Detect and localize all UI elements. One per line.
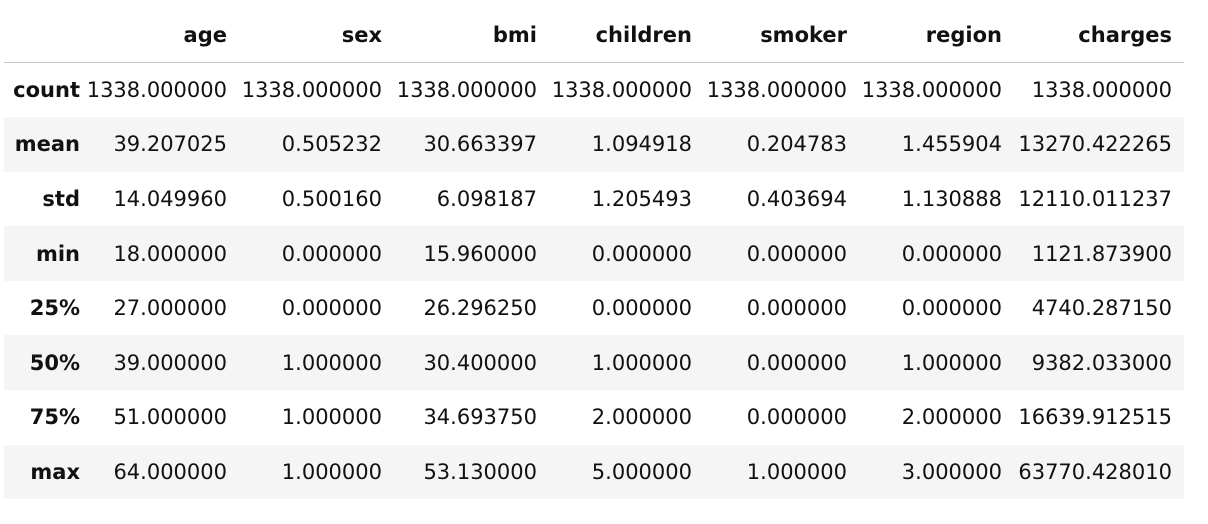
- row-index-label: 25%: [29, 296, 80, 321]
- table-cell: 1338.000000: [1031, 78, 1172, 103]
- row-index-label: 75%: [29, 405, 80, 430]
- table-cell: 9382.033000: [1031, 350, 1172, 375]
- header-region: region: [859, 8, 1014, 63]
- table-cell: 1.000000: [901, 350, 1002, 375]
- table-cell: 1121.873900: [1031, 241, 1172, 266]
- table-cell: 39.000000: [113, 350, 227, 375]
- table-cell: 0.000000: [591, 241, 692, 266]
- header-sex: sex: [239, 8, 394, 63]
- header-age: age: [84, 8, 239, 63]
- table-cell: 1.094918: [591, 132, 692, 157]
- table-cell: 0.000000: [746, 350, 847, 375]
- table-cell: 1338.000000: [861, 78, 1002, 103]
- table-body: count 1338.000000 1338.000000 1338.00000…: [4, 63, 1184, 500]
- table-cell: 1338.000000: [396, 78, 537, 103]
- table-row: max 64.000000 1.000000 53.130000 5.00000…: [4, 444, 1184, 500]
- row-index-label: max: [30, 459, 80, 484]
- table-row: std 14.049960 0.500160 6.098187 1.205493…: [4, 172, 1184, 227]
- table-cell: 51.000000: [113, 405, 227, 430]
- table-cell: 1.000000: [281, 459, 382, 484]
- table-cell: 1.455904: [901, 132, 1002, 157]
- header-charges: charges: [1014, 8, 1184, 63]
- table-cell: 13270.422265: [1018, 132, 1172, 157]
- table-row: mean 39.207025 0.505232 30.663397 1.0949…: [4, 117, 1184, 172]
- table-cell: 39.207025: [113, 132, 227, 157]
- table-row: 50% 39.000000 1.000000 30.400000 1.00000…: [4, 335, 1184, 391]
- table-cell: 0.500160: [281, 186, 382, 211]
- table-cell: 1.205493: [591, 186, 692, 211]
- table-cell: 2.000000: [591, 405, 692, 430]
- table-cell: 5.000000: [591, 459, 692, 484]
- table-cell: 0.000000: [591, 296, 692, 321]
- table-cell: 1338.000000: [241, 78, 382, 103]
- table-cell: 34.693750: [423, 405, 537, 430]
- table-cell: 1338.000000: [551, 78, 692, 103]
- table-cell: 0.204783: [746, 132, 847, 157]
- table-cell: 0.000000: [746, 405, 847, 430]
- table-cell: 0.000000: [746, 241, 847, 266]
- row-index-label: 50%: [29, 350, 80, 375]
- table-cell: 18.000000: [113, 241, 227, 266]
- table-header: age sex bmi children smoker region charg…: [4, 8, 1184, 63]
- row-index-label: std: [42, 186, 80, 211]
- table-cell: 1.000000: [746, 459, 847, 484]
- header-bmi: bmi: [394, 8, 549, 63]
- table-row: count 1338.000000 1338.000000 1338.00000…: [4, 63, 1184, 118]
- header-smoker: smoker: [704, 8, 859, 63]
- table-cell: 53.130000: [423, 459, 537, 484]
- table-cell: 1.130888: [901, 186, 1002, 211]
- header-row: age sex bmi children smoker region charg…: [4, 8, 1184, 63]
- table-row: 25% 27.000000 0.000000 26.296250 0.00000…: [4, 281, 1184, 336]
- table-cell: 30.663397: [423, 132, 537, 157]
- table-cell: 6.098187: [436, 186, 537, 211]
- table-cell: 2.000000: [901, 405, 1002, 430]
- table-cell: 0.000000: [901, 296, 1002, 321]
- table-cell: 63770.428010: [1018, 459, 1172, 484]
- table-cell: 4740.287150: [1031, 296, 1172, 321]
- table-cell: 0.000000: [746, 296, 847, 321]
- table-cell: 1.000000: [281, 350, 382, 375]
- table-cell: 1338.000000: [86, 78, 227, 103]
- header-children: children: [549, 8, 704, 63]
- row-index-label: min: [35, 241, 80, 266]
- table-cell: 26.296250: [423, 296, 537, 321]
- table-cell: 16639.912515: [1018, 405, 1172, 430]
- table-cell: 1338.000000: [706, 78, 847, 103]
- table-cell: 0.505232: [281, 132, 382, 157]
- table-cell: 3.000000: [901, 459, 1002, 484]
- table-cell: 1.000000: [281, 405, 382, 430]
- table-row: 75% 51.000000 1.000000 34.693750 2.00000…: [4, 390, 1184, 445]
- table-cell: 30.400000: [423, 350, 537, 375]
- table-cell: 0.403694: [746, 186, 847, 211]
- table-cell: 0.000000: [281, 296, 382, 321]
- table-cell: 14.049960: [113, 186, 227, 211]
- header-index-cell: [4, 8, 84, 63]
- table-cell: 27.000000: [113, 296, 227, 321]
- table-cell: 1.000000: [591, 350, 692, 375]
- table-cell: 64.000000: [113, 459, 227, 484]
- table-cell: 0.000000: [281, 241, 382, 266]
- table-cell: 0.000000: [901, 241, 1002, 266]
- table-cell: 12110.011237: [1018, 186, 1172, 211]
- describe-table: age sex bmi children smoker region charg…: [4, 8, 1184, 500]
- row-index-label: mean: [14, 132, 80, 157]
- table-row: min 18.000000 0.000000 15.960000 0.00000…: [4, 226, 1184, 281]
- table-cell: 15.960000: [423, 241, 537, 266]
- row-index-label: count: [13, 78, 80, 103]
